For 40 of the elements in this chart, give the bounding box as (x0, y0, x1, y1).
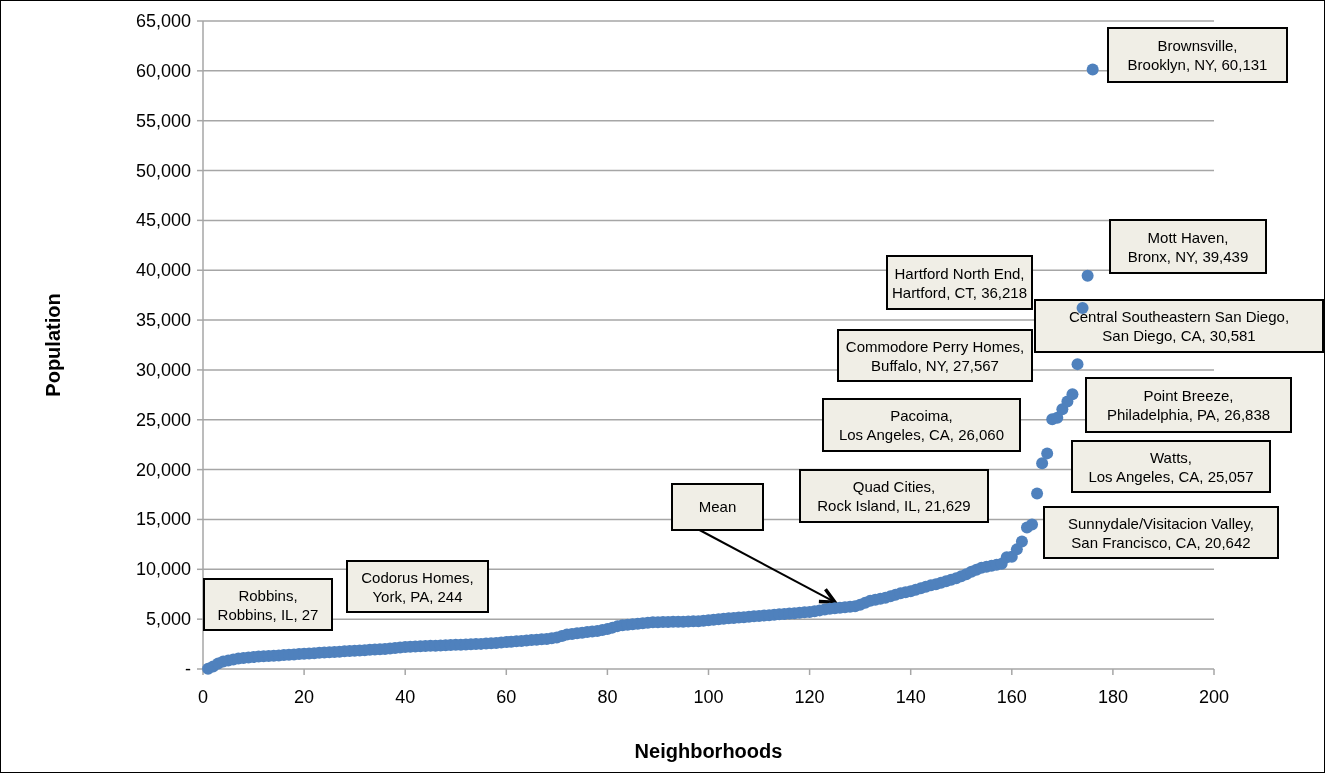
x-tick-label: 200 (1198, 687, 1230, 707)
x-tick-label: 120 (794, 687, 825, 707)
y-tick-label: 45,000 (135, 210, 191, 231)
y-tick-label: - (185, 659, 191, 679)
y-tick-label: 65,000 (135, 11, 191, 31)
y-tick-label: 25,000 (135, 409, 191, 430)
annotation: Mean (698, 498, 737, 515)
y-tick-label: 60,000 (135, 60, 191, 81)
annotation: Watts, Los Angeles, CA, 25,057 (1088, 448, 1254, 485)
annotation: Codorus Homes, York, PA, 244 (361, 568, 474, 605)
x-tick-label: 60 (496, 687, 517, 707)
y-axis-title: Population (42, 293, 64, 397)
x-tick-label: 100 (693, 687, 724, 707)
x-tick-label: 180 (1097, 687, 1128, 707)
annotation: Commodore Perry Homes, Buffalo, NY, 27,567 (845, 337, 1025, 374)
x-tick-label: 0 (197, 687, 209, 707)
x-tick-label: 40 (395, 687, 416, 707)
annotation: Pacoima, Los Angeles, CA, 26,060 (838, 407, 1005, 443)
y-tick-label: 35,000 (135, 310, 191, 331)
x-tick-label: 80 (597, 687, 618, 707)
y-tick-label: 5,000 (145, 609, 191, 630)
x-tick-label: 140 (895, 687, 926, 707)
annotation: Central Southeastern San Diego, San Diego, CA, 30,581 (1068, 308, 1290, 344)
y-tick-label: 15,000 (135, 509, 191, 530)
y-tick-label: 10,000 (135, 559, 191, 580)
y-tick-label: 50,000 (135, 160, 191, 181)
annotation: Hartford North End, Hartford, CT, 36,218 (891, 264, 1028, 301)
annotation: Brownsville, Brooklyn, NY, 60,131 (1127, 37, 1268, 73)
annotation: Mott Haven, Bronx, NY, 39,439 (1127, 228, 1249, 265)
x-tick-label: 20 (294, 687, 315, 707)
y-tick-label: 20,000 (135, 459, 191, 480)
annotation: Point Breeze, Philadelphia, PA, 26,838 (1106, 387, 1271, 423)
annotation: Sunnydale/Visitacion Valley, San Francisco, CA, 20,642 (1068, 514, 1254, 551)
y-tick-label: 30,000 (135, 359, 191, 380)
y-tick-label: 40,000 (135, 260, 191, 281)
y-tick-label: 55,000 (135, 110, 191, 131)
annotation: Robbins, Robbins, IL, 27 (217, 586, 319, 623)
x-axis-title: Neighborhoods (634, 740, 783, 762)
annotation: Quad Cities, Rock Island, IL, 21,629 (817, 478, 971, 514)
x-tick-label: 160 (996, 687, 1027, 707)
